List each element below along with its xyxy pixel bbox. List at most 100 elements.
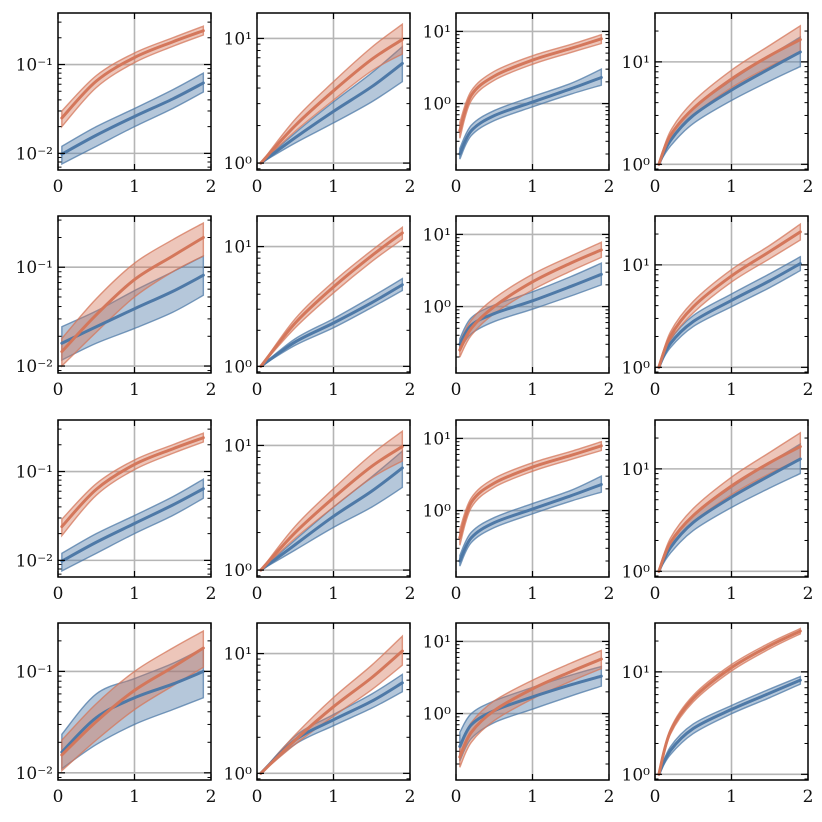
panel-r4c2-xtick-label-0: 0 bbox=[252, 787, 263, 807]
panel-r3c4-xtick-label-1: 1 bbox=[726, 584, 737, 604]
panel-r3c3-ytick-label-10¹: 10¹ bbox=[423, 429, 451, 449]
panel-r1c3-ytick-label-10¹: 10¹ bbox=[423, 22, 451, 42]
panel-r4c1-line-blue bbox=[60, 669, 205, 754]
panel-r4c3-line-orange bbox=[458, 657, 603, 759]
panel-r2c4-xtick-label-1: 1 bbox=[726, 380, 737, 400]
panel-r4c2-ytick-label-10⁰: 10⁰ bbox=[224, 764, 253, 784]
panel-r2c4-plot-area bbox=[657, 222, 802, 369]
panel-r4c4-band-orange bbox=[658, 627, 802, 775]
panel-r1c1-ytick-label-10⁻²: 10⁻² bbox=[16, 144, 53, 164]
panel-r2c1-plot-area bbox=[60, 221, 205, 368]
panel-r3c3-plot-area bbox=[458, 440, 603, 567]
panel-r3c3-line-orange bbox=[458, 444, 603, 540]
panel-r2c2-plot-area bbox=[259, 225, 404, 368]
panel-r3c3-line-blue bbox=[458, 482, 603, 563]
panel-r1c4-xtick-label-0: 0 bbox=[650, 177, 661, 197]
panel-r4c3-plot-area bbox=[458, 649, 603, 768]
panel-r4c2-xtick-label-1: 1 bbox=[328, 787, 339, 807]
panel-r4c1-ytick-label-10⁻²: 10⁻² bbox=[16, 764, 53, 784]
panel-r1c4-ytick-label-10¹: 10¹ bbox=[622, 53, 650, 73]
panel-r4c4-ytick-label-10⁰: 10⁰ bbox=[622, 765, 651, 785]
panel-r1c2-xtick-label-1: 1 bbox=[328, 177, 339, 197]
panel-r3c2-plot-area bbox=[259, 429, 404, 572]
panel-r1c2-xtick-label-0: 0 bbox=[252, 177, 263, 197]
panel-r3c3-xtick-label-2: 2 bbox=[604, 584, 615, 604]
panel-r3c2: 0 1 2 10⁰ 10¹ bbox=[224, 419, 415, 604]
panel-r3c4: 0 1 2 10⁰ 10¹ bbox=[622, 419, 814, 604]
panel-r4c3-xtick-label-0: 0 bbox=[451, 787, 462, 807]
panel-r2c3: 0 1 2 10⁰ 10¹ bbox=[423, 215, 615, 400]
panel-r2c3-plot-area bbox=[458, 241, 603, 358]
panel-r2c3-line-blue bbox=[458, 272, 603, 346]
panel-r3c1: 0 1 2 10⁻² 10⁻¹ bbox=[16, 419, 217, 604]
panel-r2c3-xtick-label-0: 0 bbox=[451, 380, 462, 400]
panel-r3c1-plot-area bbox=[60, 432, 205, 573]
panel-r4c3-ytick-label-10¹: 10¹ bbox=[423, 632, 451, 652]
panel-r2c2: 0 1 2 10⁰ 10¹ bbox=[224, 215, 416, 400]
panel-r2c2-xtick-label-1: 1 bbox=[328, 380, 339, 400]
panel-r4c2-plot-area bbox=[259, 634, 404, 775]
panel-r4c1-xtick-label-1: 1 bbox=[129, 787, 140, 807]
panel-r2c1-xtick-label-0: 0 bbox=[53, 380, 64, 400]
panel-r2c3-xtick-label-2: 2 bbox=[604, 380, 615, 400]
panel-r4c3-band-orange bbox=[459, 649, 603, 768]
panel-r3c2-xtick-label-1: 1 bbox=[328, 584, 339, 604]
panel-r1c4-plot-area bbox=[657, 24, 802, 166]
panel-r4c1-xtick-label-2: 2 bbox=[206, 787, 217, 807]
panel-r3c4-plot-area bbox=[657, 431, 802, 573]
panel-r1c1-line-blue bbox=[60, 81, 205, 156]
panel-r2c2-ytick-label-10⁰: 10⁰ bbox=[224, 357, 253, 377]
panel-r2c2-ytick-label-10¹: 10¹ bbox=[224, 238, 252, 258]
panel-r2c1-xtick-label-2: 2 bbox=[206, 380, 217, 400]
panel-r2c3-ytick-label-10⁰: 10⁰ bbox=[423, 298, 452, 318]
panel-r3c2-xtick-label-0: 0 bbox=[252, 584, 263, 604]
panel-r2c3-band-blue bbox=[459, 262, 603, 353]
panel-r2c1-ytick-label-10⁻¹: 10⁻¹ bbox=[16, 258, 53, 278]
panel-r4c4-line-orange bbox=[657, 629, 802, 776]
panel-r2c1-ytick-label-10⁻²: 10⁻² bbox=[16, 357, 53, 377]
panel-r3c2-ytick-label-10¹: 10¹ bbox=[224, 436, 252, 456]
panel-r2c1-line-orange bbox=[60, 235, 205, 354]
panel-r4c2-line-orange bbox=[259, 649, 404, 775]
panel-r4c3-xtick-label-2: 2 bbox=[604, 787, 615, 807]
panel-r1c3-line-blue bbox=[458, 75, 603, 156]
panel-r1c3-ytick-label-10⁰: 10⁰ bbox=[423, 95, 452, 115]
panel-r1c1-xtick-label-1: 1 bbox=[129, 177, 140, 197]
panel-r2c2-xtick-label-2: 2 bbox=[405, 380, 416, 400]
panel-r3c1-ytick-label-10⁻¹: 10⁻¹ bbox=[16, 463, 53, 483]
panel-r3c1-xtick-label-2: 2 bbox=[206, 584, 217, 604]
panel-r1c2-line-blue bbox=[259, 61, 404, 165]
panel-r4c4-xtick-label-2: 2 bbox=[803, 787, 814, 807]
panel-r1c2-ytick-label-10⁰: 10⁰ bbox=[224, 154, 253, 174]
panel-r1c3-plot-area bbox=[458, 33, 603, 160]
panel-r1c4-xtick-label-2: 2 bbox=[803, 177, 814, 197]
panel-r3c4-xtick-label-2: 2 bbox=[803, 584, 814, 604]
panel-r4c4-plot-area bbox=[657, 627, 802, 776]
panel-r2c4-ytick-label-10⁰: 10⁰ bbox=[622, 358, 651, 378]
panel-r1c2: 0 1 2 10⁰ 10¹ bbox=[224, 12, 415, 197]
panel-r3c1-line-orange bbox=[60, 436, 205, 529]
panel-r4c2-band-blue bbox=[260, 673, 404, 774]
panel-r3c4-ytick-label-10⁰: 10⁰ bbox=[622, 562, 651, 582]
panel-r3c1-xtick-label-1: 1 bbox=[129, 584, 140, 604]
panel-r4c1-plot-area bbox=[60, 629, 205, 773]
panel-r3c3: 0 1 2 10⁰ 10¹ bbox=[423, 419, 615, 604]
panel-r2c2-line-orange bbox=[259, 231, 404, 368]
panel-r1c1-line-orange bbox=[60, 29, 205, 120]
panel-r4c1-xtick-label-0: 0 bbox=[53, 787, 64, 807]
panel-r4c1-line-orange bbox=[60, 646, 205, 757]
panel-r1c2-plot-area bbox=[259, 22, 404, 165]
panel-r4c3-ytick-label-10⁰: 10⁰ bbox=[423, 705, 452, 725]
panel-r2c3-ytick-label-10¹: 10¹ bbox=[423, 225, 451, 245]
panel-r4c2-line-blue bbox=[259, 681, 404, 775]
panel-r2c4-line-orange bbox=[657, 230, 802, 369]
panel-r4c2: 0 1 2 10⁰ 10¹ bbox=[224, 622, 415, 807]
panel-r1c3-band-orange bbox=[459, 33, 603, 139]
panel-r4c3-xtick-label-1: 1 bbox=[527, 787, 538, 807]
panel-r4c1: 0 1 2 10⁻² 10⁻¹ bbox=[16, 622, 217, 807]
panel-r1c1-xtick-label-0: 0 bbox=[53, 177, 64, 197]
panel-r2c4-line-blue bbox=[657, 262, 802, 369]
panel-r3c4-ytick-label-10¹: 10¹ bbox=[622, 460, 650, 480]
panel-r3c4-xtick-label-0: 0 bbox=[650, 584, 661, 604]
